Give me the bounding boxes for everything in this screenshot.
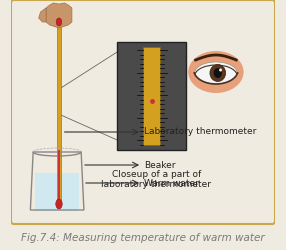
Text: Laboratory thermometer: Laboratory thermometer (144, 128, 256, 136)
Polygon shape (46, 3, 72, 28)
Ellipse shape (214, 68, 222, 78)
Text: Warm water: Warm water (144, 178, 199, 188)
Text: Fig.7.4: Measuring temperature of warm water: Fig.7.4: Measuring temperature of warm w… (21, 233, 265, 243)
Bar (117, 42, 186, 150)
Ellipse shape (195, 62, 237, 84)
Text: Beaker: Beaker (144, 160, 175, 170)
Bar (57, 22, 61, 200)
FancyBboxPatch shape (11, 0, 275, 224)
Text: Closeup of a part of
laboratory thermometer: Closeup of a part of laboratory thermome… (101, 170, 211, 190)
Bar (35, 173, 79, 211)
Ellipse shape (188, 51, 244, 93)
Bar (58, 150, 60, 200)
Ellipse shape (210, 64, 226, 82)
Polygon shape (39, 8, 46, 22)
Bar (144, 47, 160, 145)
Ellipse shape (56, 18, 62, 26)
Ellipse shape (219, 68, 222, 71)
Ellipse shape (56, 199, 62, 209)
